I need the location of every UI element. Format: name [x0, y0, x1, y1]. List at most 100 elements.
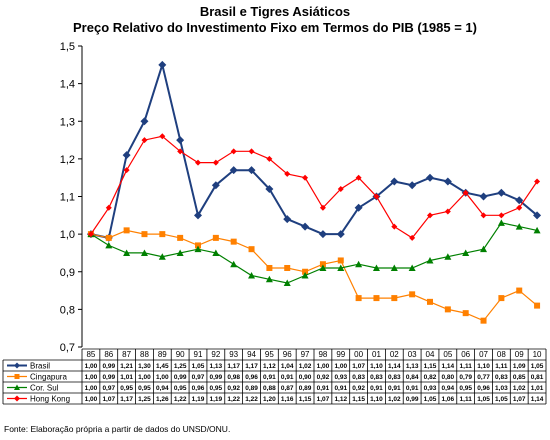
- data-point: [373, 193, 380, 200]
- data-point: [140, 249, 148, 256]
- data-label: 1,25: [174, 363, 187, 370]
- series-line-brasil: [90, 61, 538, 240]
- data-point: [408, 181, 417, 190]
- data-label: 0,99: [102, 374, 115, 381]
- data-label: 1,00: [138, 374, 151, 381]
- data-point: [266, 155, 273, 162]
- data-label: 1,01: [531, 385, 544, 392]
- data-point: [462, 249, 470, 256]
- data-point: [122, 151, 131, 160]
- data-label: 1,07: [513, 396, 526, 403]
- y-tick-label: 1,5: [60, 41, 75, 53]
- data-point: [479, 192, 488, 201]
- data-point: [105, 234, 112, 241]
- x-tick-label: 91: [194, 350, 203, 359]
- data-point: [391, 295, 398, 302]
- data-label: 0,91: [263, 374, 276, 381]
- data-label: 0,89: [299, 385, 312, 392]
- data-label: 0,91: [334, 385, 347, 392]
- data-point: [462, 310, 469, 317]
- data-point: [283, 279, 291, 287]
- data-label: 1,07: [317, 396, 330, 403]
- data-label: 1,02: [299, 363, 312, 370]
- data-label: 1,15: [299, 396, 312, 403]
- data-label: 0,94: [156, 385, 169, 392]
- data-label: 0,81: [531, 374, 544, 381]
- data-point: [443, 177, 452, 186]
- data-label: 0,94: [442, 385, 455, 392]
- data-label: 1,02: [513, 385, 526, 392]
- data-label: 0,97: [102, 385, 115, 392]
- data-label: 1,14: [531, 396, 544, 403]
- data-label: 0,92: [227, 385, 240, 392]
- data-label: 0,99: [210, 374, 223, 381]
- data-point: [266, 264, 273, 271]
- data-label: 0,85: [513, 374, 526, 381]
- data-point: [390, 264, 398, 271]
- data-label: 0,84: [406, 374, 419, 381]
- data-point: [426, 256, 434, 264]
- data-point: [319, 261, 326, 268]
- data-point: [534, 302, 541, 309]
- y-tick-label: 0,9: [60, 267, 75, 279]
- data-point: [390, 177, 399, 186]
- data-label: 0,92: [317, 374, 330, 381]
- data-label: 0,91: [317, 385, 330, 392]
- data-label: 1,22: [174, 396, 187, 403]
- x-tick-label: 97: [301, 350, 310, 359]
- data-label: 1,15: [352, 396, 365, 403]
- data-label: 0,98: [227, 374, 240, 381]
- data-label: 0,93: [334, 374, 347, 381]
- data-point: [480, 317, 487, 324]
- data-label: 0,95: [210, 385, 223, 392]
- data-point: [248, 272, 256, 279]
- data-point: [177, 148, 184, 155]
- data-label: 1,22: [245, 396, 258, 403]
- data-point: [497, 188, 506, 197]
- data-point: [302, 268, 309, 275]
- data-label: 1,06: [442, 396, 455, 403]
- data-label: 0,97: [192, 374, 205, 381]
- data-label: 1,19: [192, 396, 205, 403]
- data-label: 0,79: [459, 374, 472, 381]
- data-label: 1,04: [281, 363, 294, 370]
- data-point: [265, 275, 273, 283]
- data-label: 1,00: [317, 363, 330, 370]
- x-tick-label: 90: [176, 350, 185, 359]
- data-label: 0,91: [406, 385, 419, 392]
- data-point: [336, 230, 345, 239]
- data-point: [355, 295, 362, 302]
- x-tick-label: 95: [265, 350, 274, 359]
- data-label: 1,00: [85, 374, 98, 381]
- x-tick-label: 92: [211, 350, 220, 359]
- data-point: [105, 204, 112, 211]
- data-label: 1,30: [138, 363, 151, 370]
- data-point: [123, 167, 130, 174]
- data-label: 0,87: [281, 385, 294, 392]
- data-label: 0,89: [245, 385, 258, 392]
- data-point: [87, 231, 94, 238]
- data-label: 0,95: [174, 385, 187, 392]
- data-point: [373, 295, 380, 302]
- data-table: 85 86 87 88 89 90 91 92 93 94 95 96 97 98 99 00 01 02 03 04…: [2, 348, 547, 405]
- data-label: 1,09: [513, 363, 526, 370]
- legend-marker: [14, 362, 20, 369]
- legend-label: Cingapura: [30, 373, 67, 382]
- data-label: 0,82: [424, 374, 437, 381]
- data-label: 0,96: [477, 385, 490, 392]
- data-point: [301, 272, 309, 279]
- data-label: 1,45: [156, 363, 169, 370]
- data-label: 1,11: [460, 363, 473, 370]
- data-label: 1,05: [495, 396, 508, 403]
- x-tick-label: 10: [533, 350, 542, 359]
- data-point: [480, 245, 488, 253]
- data-point: [444, 253, 452, 260]
- y-tick-label: 1,3: [60, 116, 75, 128]
- data-point: [427, 212, 433, 219]
- data-label: 1,14: [388, 363, 401, 370]
- legend-label: Cor. Sul: [30, 384, 59, 393]
- x-tick-label: 99: [336, 350, 345, 359]
- x-tick-label: 09: [515, 350, 524, 359]
- x-tick-label: 03: [408, 350, 417, 359]
- data-label: 1,07: [102, 396, 115, 403]
